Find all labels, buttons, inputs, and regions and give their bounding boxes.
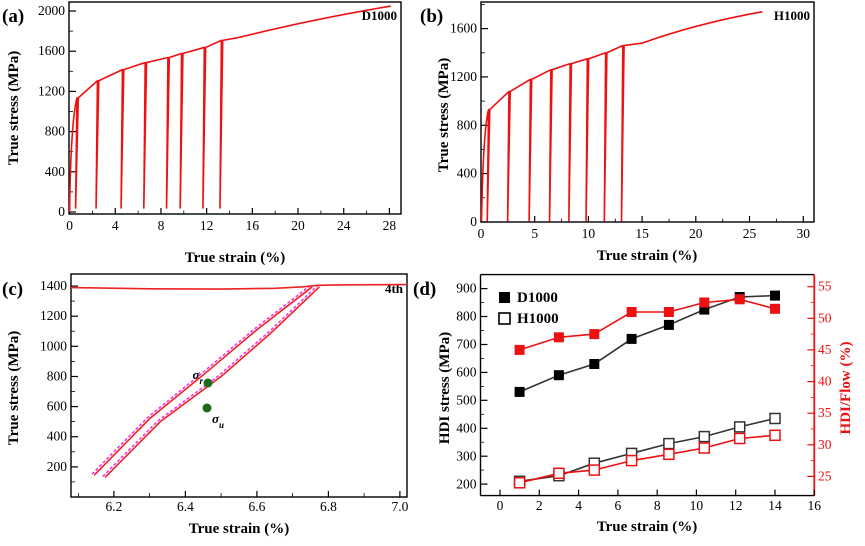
svg-text:25: 25: [818, 469, 832, 484]
svg-text:1200: 1200: [40, 308, 67, 323]
svg-text:6.2: 6.2: [105, 499, 122, 514]
svg-text:True stress (MPa): True stress (MPa): [436, 58, 452, 172]
svg-text:6.8: 6.8: [320, 499, 337, 514]
svg-text:6.6: 6.6: [248, 499, 265, 514]
svg-text:25: 25: [743, 226, 757, 241]
svg-text:400: 400: [47, 429, 68, 444]
svg-text:1200: 1200: [450, 69, 477, 84]
svg-text:600: 600: [456, 365, 477, 380]
svg-text:24: 24: [337, 218, 351, 233]
svg-text:σu: σu: [212, 411, 224, 430]
svg-text:4: 4: [112, 218, 119, 233]
svg-text:800: 800: [456, 309, 477, 324]
svg-text:12: 12: [200, 218, 214, 233]
svg-text:0: 0: [470, 214, 477, 229]
svg-text:H1000: H1000: [774, 8, 810, 23]
svg-text:0: 0: [497, 498, 504, 513]
svg-text:16: 16: [808, 498, 822, 513]
svg-text:4: 4: [575, 498, 582, 513]
svg-text:16: 16: [246, 218, 260, 233]
svg-text:900: 900: [456, 281, 477, 296]
svg-text:50: 50: [818, 310, 832, 325]
svg-text:20: 20: [291, 218, 305, 233]
svg-text:400: 400: [456, 421, 477, 436]
svg-text:45: 45: [818, 342, 832, 357]
svg-text:12: 12: [729, 498, 743, 513]
svg-text:2000: 2000: [38, 3, 65, 18]
svg-text:800: 800: [47, 369, 68, 384]
svg-text:8: 8: [158, 218, 165, 233]
svg-text:True strain (%): True strain (%): [185, 250, 286, 266]
svg-text:4th: 4th: [385, 281, 404, 296]
svg-text:(b): (b): [420, 6, 443, 27]
svg-text:400: 400: [457, 166, 478, 181]
svg-text:2: 2: [536, 498, 543, 513]
svg-text:200: 200: [47, 459, 68, 474]
svg-text:1600: 1600: [450, 21, 477, 36]
svg-text:55: 55: [818, 279, 832, 294]
svg-text:HDI stress (MPa): HDI stress (MPa): [437, 332, 453, 444]
svg-text:True stress (MPa): True stress (MPa): [6, 331, 22, 445]
svg-text:0: 0: [478, 226, 485, 241]
svg-text:14: 14: [768, 498, 782, 513]
svg-text:800: 800: [45, 124, 66, 139]
svg-text:40: 40: [818, 374, 832, 389]
svg-text:300: 300: [456, 449, 477, 464]
svg-text:200: 200: [456, 477, 477, 492]
svg-text:(a): (a): [2, 6, 24, 27]
svg-text:1600: 1600: [38, 43, 65, 58]
svg-text:D1000: D1000: [517, 290, 558, 306]
svg-text:(d): (d): [413, 279, 436, 300]
svg-text:6.4: 6.4: [177, 499, 194, 514]
svg-text:400: 400: [45, 164, 66, 179]
svg-text:0: 0: [58, 204, 65, 219]
svg-text:10: 10: [582, 226, 596, 241]
svg-text:600: 600: [47, 399, 68, 414]
svg-text:30: 30: [797, 226, 811, 241]
svg-text:0: 0: [66, 218, 73, 233]
svg-text:700: 700: [456, 337, 477, 352]
svg-text:HDI/Flow (%): HDI/Flow (%): [838, 342, 854, 435]
svg-text:(c): (c): [2, 279, 23, 300]
svg-text:20: 20: [689, 226, 703, 241]
svg-text:15: 15: [635, 226, 649, 241]
svg-text:1400: 1400: [40, 278, 67, 293]
svg-text:True strain (%): True strain (%): [597, 248, 698, 264]
svg-text:500: 500: [456, 393, 477, 408]
svg-text:5: 5: [531, 226, 538, 241]
svg-text:H1000: H1000: [517, 311, 559, 327]
svg-text:35: 35: [818, 405, 832, 420]
svg-text:True stress (MPa): True stress (MPa): [6, 51, 22, 165]
svg-text:7.0: 7.0: [391, 499, 408, 514]
svg-text:28: 28: [383, 218, 397, 233]
svg-text:True strain (%): True strain (%): [189, 521, 290, 537]
svg-text:1200: 1200: [38, 83, 65, 98]
svg-text:30: 30: [818, 437, 832, 452]
svg-text:800: 800: [457, 117, 478, 132]
svg-text:10: 10: [690, 498, 704, 513]
svg-text:1000: 1000: [40, 338, 67, 353]
svg-text:6: 6: [615, 498, 622, 513]
svg-text:True strain (%): True strain (%): [597, 519, 698, 535]
svg-text:8: 8: [654, 498, 661, 513]
